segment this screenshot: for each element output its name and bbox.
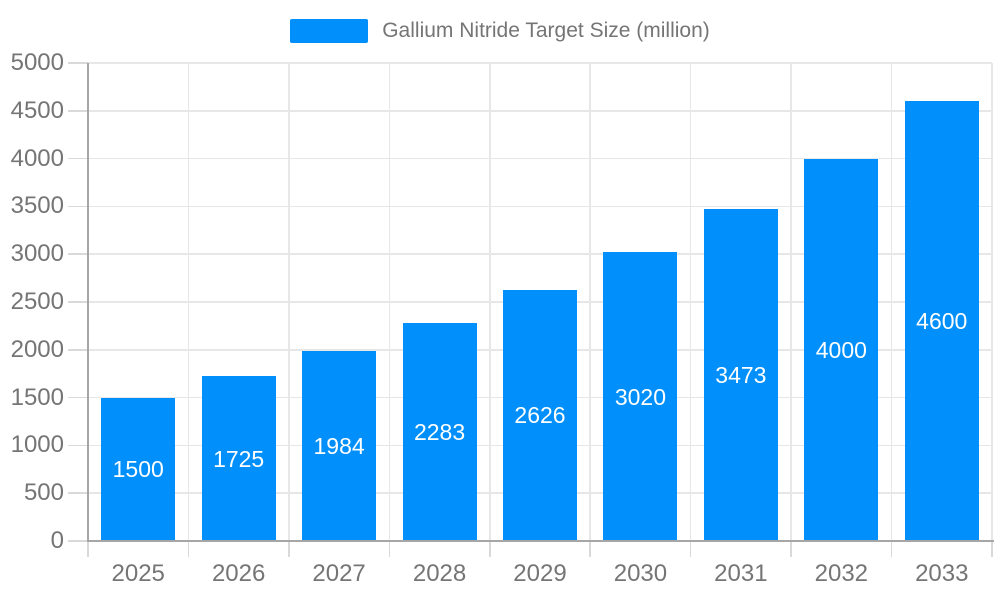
bar-value-label: 2626: [514, 402, 566, 429]
legend-item[interactable]: Gallium Nitride Target Size (million): [290, 17, 710, 45]
vertical-gridline: [689, 63, 692, 541]
y-axis-tick: [68, 62, 88, 64]
y-axis-tick: [68, 157, 88, 160]
bar-value-label: 4600: [916, 308, 968, 335]
horizontal-gridline: [88, 157, 992, 160]
legend-swatch-icon: [290, 19, 369, 43]
bar: [904, 101, 979, 541]
bar-value-label: 1500: [112, 456, 164, 483]
x-axis-tick: [589, 541, 591, 557]
vertical-gridline: [288, 63, 290, 541]
y-tick-label: 3500: [10, 192, 64, 220]
x-tick-label: 2025: [111, 560, 165, 587]
bar: [402, 322, 477, 541]
vertical-gridline: [991, 63, 993, 541]
x-axis-tick: [288, 541, 290, 557]
x-axis-line: [87, 540, 994, 542]
x-axis-tick: [187, 541, 190, 557]
y-axis-tick: [68, 110, 88, 112]
y-tick-label: 5000: [10, 49, 64, 76]
horizontal-gridline: [88, 62, 992, 64]
x-axis-tick: [790, 541, 792, 557]
y-axis-tick: [68, 444, 88, 447]
x-tick-label: 2026: [211, 560, 266, 587]
legend-label: Gallium Nitride Target Size (million): [382, 19, 710, 42]
bar: [101, 397, 176, 541]
x-axis-tick: [87, 541, 89, 557]
vertical-gridline: [187, 63, 190, 541]
vertical-gridline: [589, 63, 591, 541]
bar-value-label: 1725: [213, 445, 265, 472]
y-axis-tick: [68, 492, 88, 494]
vertical-gridline: [489, 63, 491, 541]
y-tick-label: 500: [23, 479, 64, 507]
horizontal-gridline: [88, 205, 992, 208]
bar: [804, 158, 879, 541]
bar: [201, 376, 276, 541]
x-tick-label: 2028: [412, 560, 467, 587]
x-axis-tick: [991, 541, 993, 557]
bar-value-label: 4000: [815, 336, 867, 363]
horizontal-gridline: [88, 253, 992, 255]
vertical-gridline: [790, 63, 792, 541]
y-tick-label: 4500: [10, 96, 64, 124]
horizontal-gridline: [88, 110, 992, 112]
x-axis-tick: [489, 541, 491, 557]
y-tick-label: 3000: [10, 240, 64, 268]
bar: [703, 208, 778, 541]
y-axis-tick: [68, 349, 88, 351]
vertical-gridline: [388, 63, 391, 541]
y-axis-tick: [68, 540, 88, 542]
bar: [503, 289, 577, 541]
bar-value-label: 2283: [413, 418, 466, 445]
bar-value-label: 3473: [715, 361, 767, 388]
legend: Gallium Nitride Target Size (million): [0, 17, 1000, 45]
y-tick-label: 1000: [10, 431, 64, 459]
x-axis-tick: [890, 541, 893, 557]
y-tick-label: 2500: [10, 288, 64, 315]
y-axis-line: [87, 63, 89, 541]
y-tick-label: 2000: [10, 335, 64, 363]
x-tick-label: 2031: [714, 560, 768, 587]
y-axis-tick: [68, 205, 88, 208]
bar-value-label: 1984: [313, 433, 365, 460]
y-axis-tick: [68, 253, 88, 255]
vertical-gridline: [890, 63, 893, 541]
y-axis-tick: [68, 396, 88, 399]
x-tick-label: 2032: [814, 560, 869, 587]
y-tick-label: 4000: [10, 144, 64, 172]
x-tick-label: 2027: [312, 560, 366, 587]
x-axis-tick: [388, 541, 391, 557]
bar: [603, 252, 678, 541]
x-tick-label: 2029: [513, 560, 567, 587]
y-tick-label: 1500: [10, 383, 64, 411]
bar-value-label: 3020: [614, 383, 667, 410]
y-axis-tick: [68, 301, 88, 303]
x-tick-label: 2033: [915, 560, 969, 587]
y-tick-label: 0: [50, 527, 64, 554]
x-tick-label: 2030: [613, 560, 668, 587]
x-axis-tick: [689, 541, 692, 557]
bar: [302, 351, 377, 541]
